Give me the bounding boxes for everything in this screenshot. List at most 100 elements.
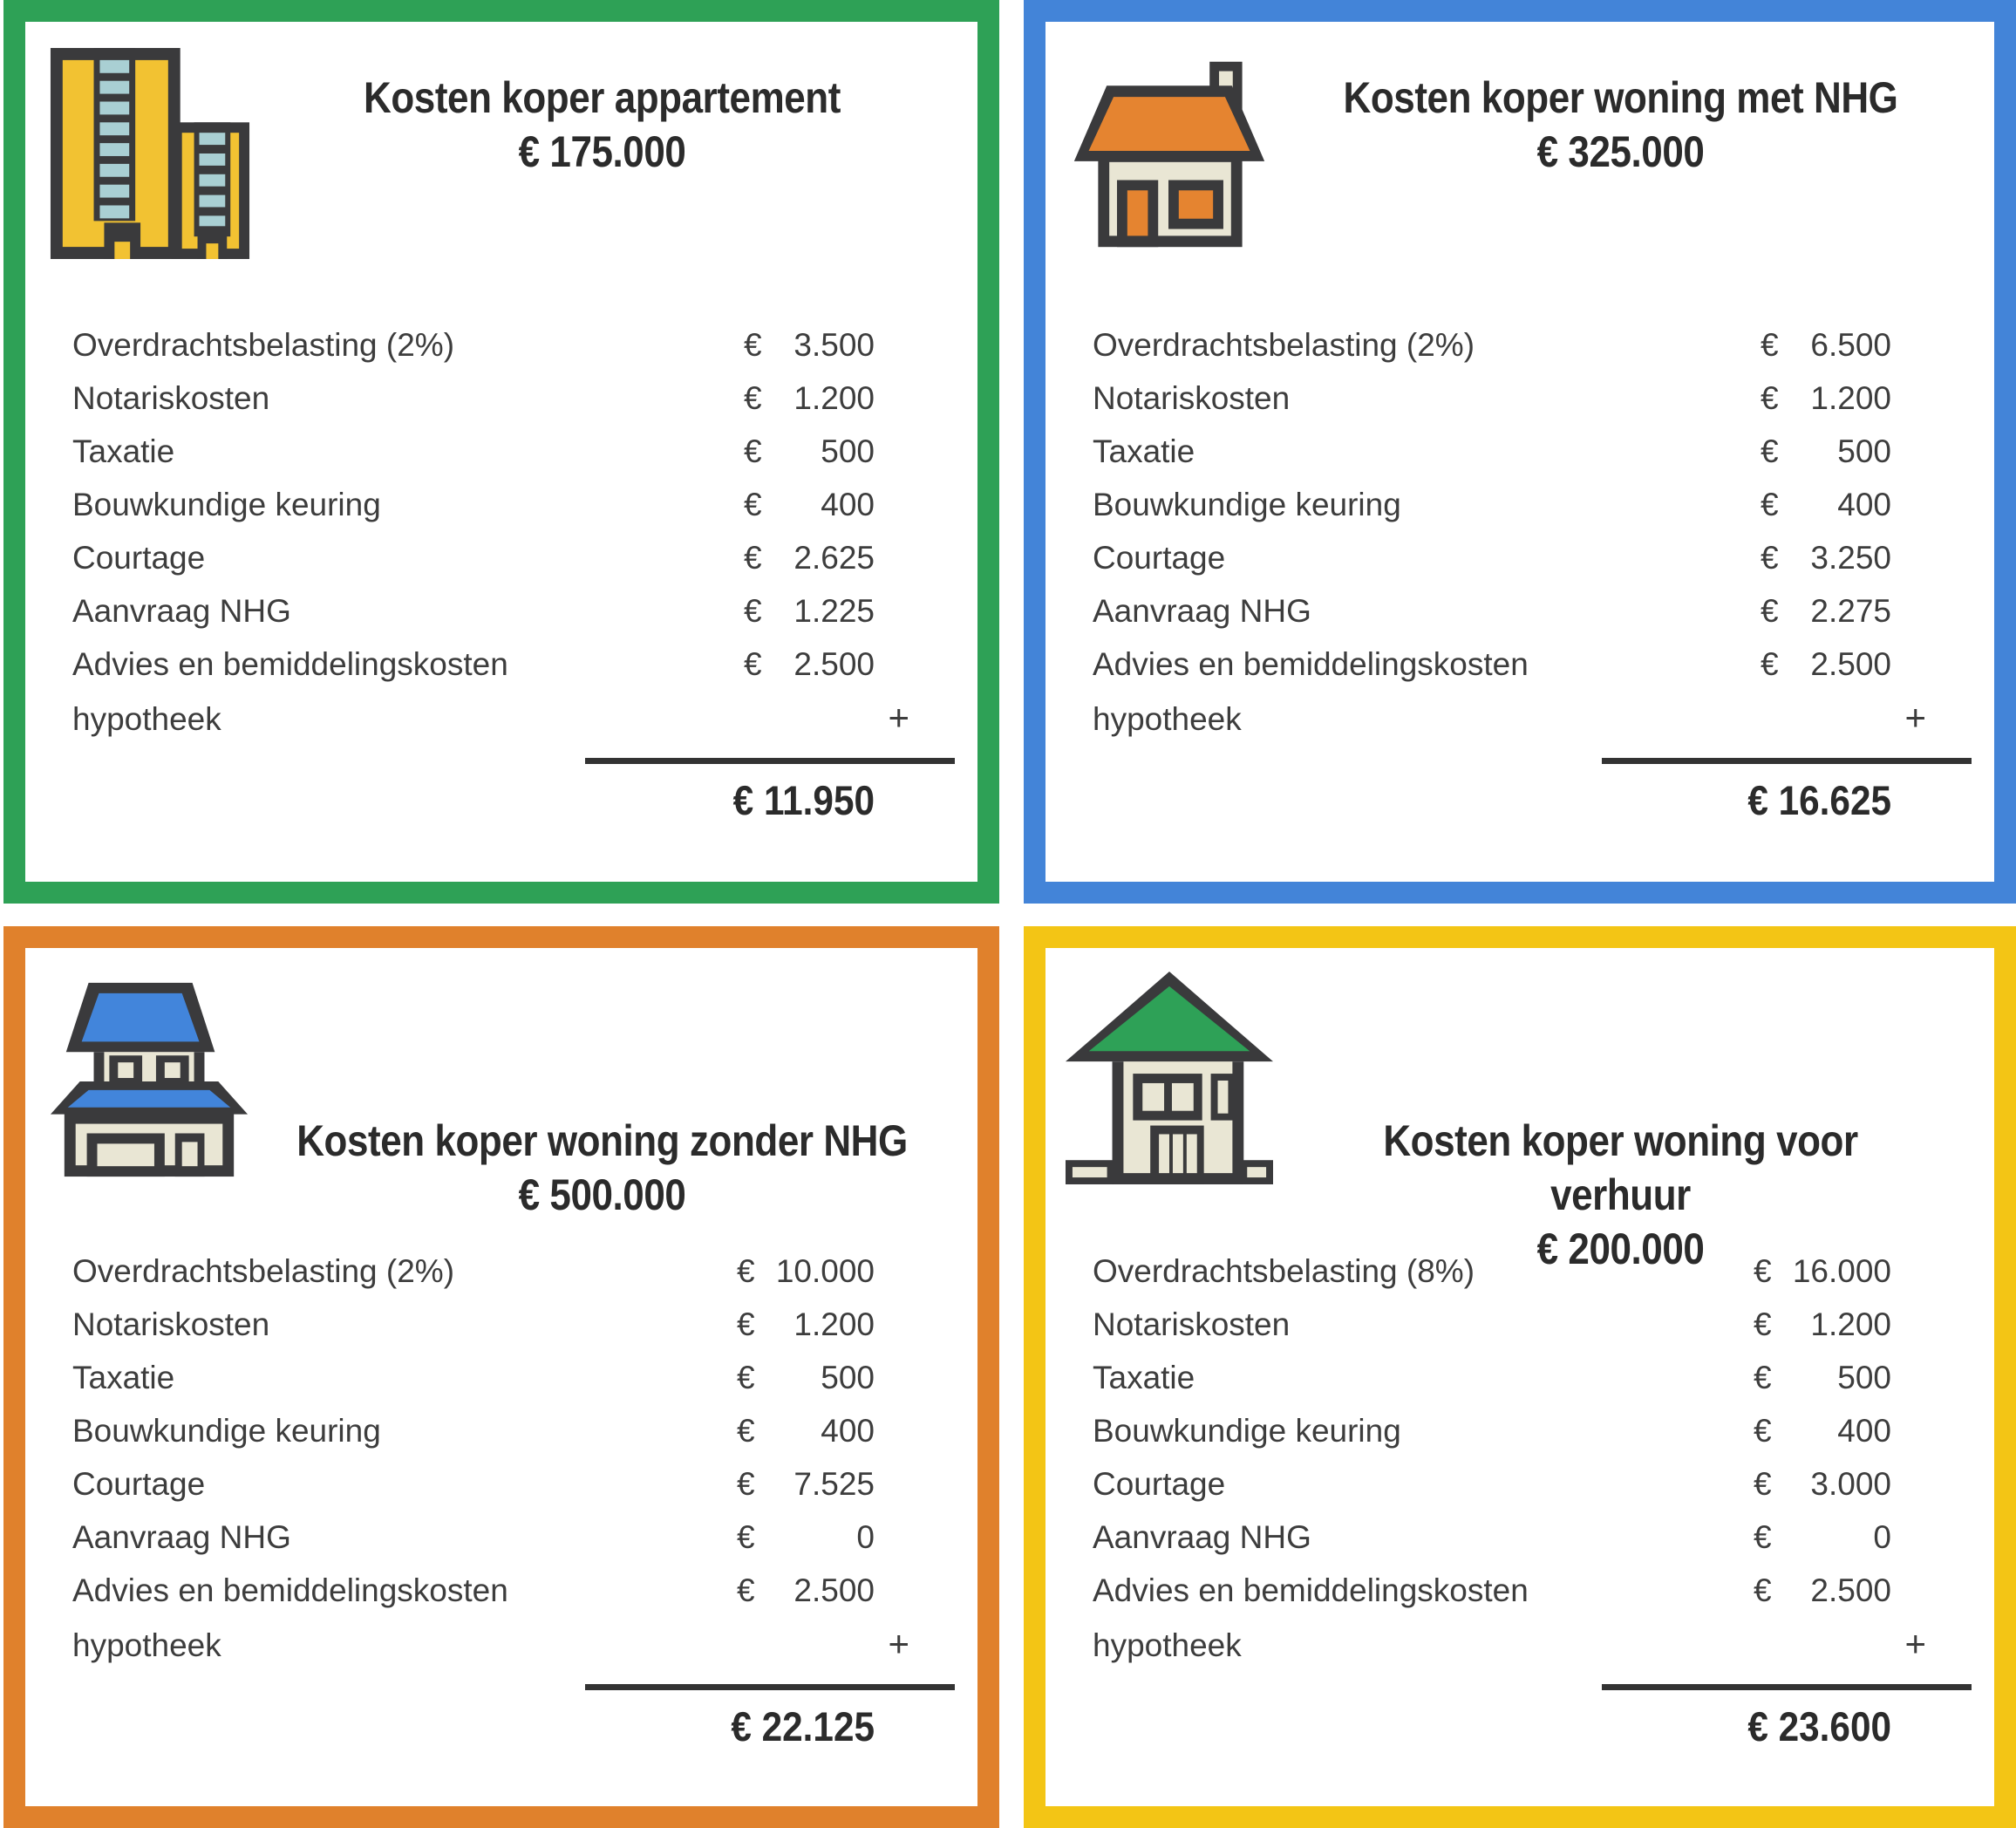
cost-row: Courtage €3.000	[1093, 1457, 1891, 1511]
panel-title-line1: Kosten koper woning met NHG	[1343, 73, 1898, 122]
cost-label: Courtage	[1093, 540, 1226, 576]
panel-header: Kosten koper woning voor verhuur € 200.0…	[1045, 948, 1994, 1273]
house-blue-roof-icon	[45, 965, 253, 1194]
cost-row: Advies en bemiddelingskosten €2.500	[72, 638, 875, 691]
euro-sign: €	[737, 1360, 755, 1395]
cost-row: Overdrachtsbelasting (2%) €3.500	[72, 318, 875, 372]
cost-row: Notariskosten €1.200	[1093, 372, 1891, 425]
cost-row: Advies en bemiddelingskosten €2.500	[72, 1564, 875, 1617]
panel-appartement: Kosten koper appartement € 175.000 Overd…	[3, 0, 999, 904]
plus-sign: +	[888, 1623, 909, 1664]
euro-sign: €	[737, 1572, 755, 1608]
cost-row: Notariskosten €1.200	[72, 372, 875, 425]
plus-sign: +	[1904, 1623, 1926, 1664]
euro-sign: €	[744, 327, 762, 363]
euro-sign: €	[1754, 1253, 1772, 1289]
total-amount: € 23.600	[1747, 1703, 1891, 1750]
cost-value: 1.200	[1810, 1306, 1891, 1342]
euro-sign: €	[1754, 1360, 1772, 1395]
cost-row: Taxatie €500	[1093, 1351, 1891, 1404]
cost-table: Overdrachtsbelasting (8%) €16.000 Notari…	[1045, 1245, 1994, 1753]
panel-price: € 500.000	[518, 1170, 686, 1219]
cost-value: 3.500	[793, 327, 875, 363]
cost-row-continuation: hypotheek +	[1093, 691, 1926, 746]
euro-sign: €	[1754, 1466, 1772, 1502]
plus-sign: +	[1904, 697, 1926, 738]
cost-label: Advies en bemiddelingskosten	[1093, 646, 1529, 682]
cost-value: 400	[821, 487, 875, 522]
cost-value: 16.000	[1792, 1253, 1891, 1289]
cost-label: Advies en bemiddelingskosten	[72, 1572, 508, 1608]
cost-row: Notariskosten €1.200	[1093, 1298, 1891, 1351]
cost-label: Bouwkundige keuring	[1093, 1413, 1401, 1449]
cost-value: 2.500	[793, 646, 875, 682]
cost-value: 0	[856, 1519, 875, 1555]
cost-value: 1.200	[793, 1306, 875, 1342]
cost-value: 400	[821, 1413, 875, 1449]
total-amount: € 22.125	[731, 1703, 875, 1750]
euro-sign: €	[744, 593, 762, 629]
cost-value: 1.225	[793, 593, 875, 629]
panel-woning-zonder-nhg: Kosten koper woning zonder NHG € 500.000…	[3, 926, 999, 1828]
cost-label: Aanvraag NHG	[1093, 593, 1311, 629]
panel-title: Kosten koper appartement € 175.000	[295, 71, 909, 310]
cost-row: Advies en bemiddelingskosten €2.500	[1093, 638, 1891, 691]
cost-label: Overdrachtsbelasting (2%)	[1093, 327, 1475, 363]
cost-value: 2.625	[793, 540, 875, 576]
cost-value: 2.500	[1810, 1572, 1891, 1608]
euro-sign: €	[744, 380, 762, 416]
euro-sign: €	[1754, 1306, 1772, 1342]
euro-sign: €	[1761, 380, 1779, 416]
cost-row: Bouwkundige keuring €400	[1093, 1404, 1891, 1457]
cost-row: Courtage €3.250	[1093, 531, 1891, 584]
cost-value: 500	[821, 1360, 875, 1395]
cost-label: Bouwkundige keuring	[72, 487, 381, 522]
cost-value: 500	[1837, 433, 1891, 469]
cost-label: Notariskosten	[72, 1306, 270, 1342]
panel-title: Kosten koper woning met NHG € 325.000	[1315, 71, 1926, 310]
cost-label: Taxatie	[1093, 1360, 1195, 1395]
euro-sign: €	[737, 1306, 755, 1342]
cost-row: Courtage €2.625	[72, 531, 875, 584]
cost-label: Overdrachtsbelasting (2%)	[72, 1253, 455, 1289]
euro-sign: €	[737, 1413, 755, 1449]
panel-title: Kosten koper woning zonder NHG € 500.000	[295, 1114, 909, 1236]
sum-line	[585, 758, 955, 764]
euro-sign: €	[737, 1466, 755, 1502]
euro-sign: €	[1761, 646, 1779, 682]
total-amount: € 11.950	[732, 777, 875, 823]
euro-sign: €	[1761, 433, 1779, 469]
apartment-icon	[45, 39, 253, 268]
cost-value: 2.500	[1810, 646, 1891, 682]
euro-sign: €	[744, 540, 762, 576]
panel-price: € 200.000	[1536, 1224, 1705, 1273]
cost-value: 400	[1837, 1413, 1891, 1449]
cost-value: 500	[821, 433, 875, 469]
cost-row: Overdrachtsbelasting (8%) €16.000	[1093, 1245, 1891, 1298]
euro-sign: €	[1761, 593, 1779, 629]
cost-label: hypotheek	[72, 701, 221, 737]
cost-row: Bouwkundige keuring €400	[72, 478, 875, 531]
cost-value: 10.000	[775, 1253, 875, 1289]
cost-value: 3.250	[1810, 540, 1891, 576]
euro-sign: €	[1761, 327, 1779, 363]
cost-label: Aanvraag NHG	[72, 593, 291, 629]
cost-value: 500	[1837, 1360, 1891, 1395]
euro-sign: €	[1754, 1413, 1772, 1449]
panel-price: € 325.000	[1536, 127, 1705, 176]
cost-row-continuation: hypotheek +	[72, 1617, 909, 1672]
cost-label: hypotheek	[72, 1627, 221, 1663]
cost-table: Overdrachtsbelasting (2%) €10.000 Notari…	[25, 1245, 977, 1753]
cost-value: 400	[1837, 487, 1891, 522]
cost-label: Taxatie	[72, 433, 175, 469]
panel-price: € 175.000	[518, 127, 686, 176]
cost-row: Bouwkundige keuring €400	[72, 1404, 875, 1457]
cost-label: Bouwkundige keuring	[1093, 487, 1401, 522]
cost-label: Notariskosten	[1093, 1306, 1291, 1342]
house-orange-roof-icon	[1066, 39, 1273, 268]
euro-sign: €	[1754, 1572, 1772, 1608]
cost-label: Advies en bemiddelingskosten	[1093, 1572, 1529, 1608]
cost-table: Overdrachtsbelasting (2%) €3.500 Notaris…	[25, 318, 977, 827]
cost-label: Notariskosten	[72, 380, 270, 416]
